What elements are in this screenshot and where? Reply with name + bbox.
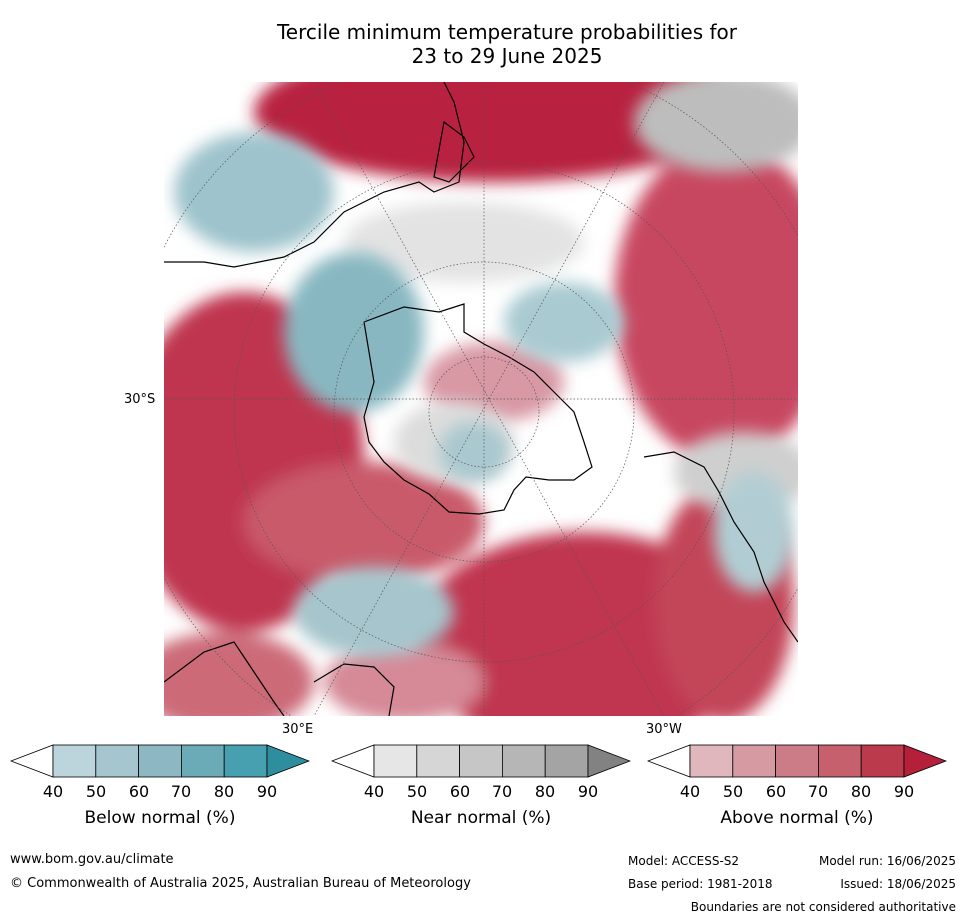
chart-title: Tercile minimum temperature probabilitie… (0, 20, 965, 68)
above-normal-colorbar-svg (646, 744, 948, 778)
colorbar-extend-min (9, 744, 54, 778)
near-normal-tick-labels: 40 50 60 70 80 90 (331, 782, 631, 802)
near-normal-tick-90: 90 (577, 782, 599, 801)
above-normal-tick-60: 60 (765, 782, 787, 801)
map-canvas (164, 82, 798, 716)
near-normal-tick-70: 70 (491, 782, 513, 801)
issued-date: Issued: 18/06/2025 (840, 877, 956, 891)
model-name: Model: ACCESS-S2 (628, 854, 740, 868)
below-normal-fields (174, 132, 794, 657)
colorbar-segment-1 (373, 744, 418, 778)
colorbar-segment-2 (732, 744, 777, 778)
below-normal-colorbar (9, 744, 311, 782)
graticule (164, 82, 798, 716)
near-normal-tick-50: 50 (406, 782, 428, 801)
coastlines (164, 82, 798, 716)
colorbar-extend-min (330, 744, 375, 778)
title-line-1: Tercile minimum temperature probabilitie… (276, 20, 738, 44)
title-line-2: 23 to 29 June 2025 (411, 44, 603, 68)
near-normal-colorbar-svg (330, 744, 632, 778)
colorbar-segment-3 (138, 744, 182, 778)
near-normal-tick-60: 60 (449, 782, 471, 801)
madagascar-coastline (313, 663, 395, 716)
colorbar-extend-min (646, 744, 691, 778)
model-run-date: Model run: 16/06/2025 (818, 854, 956, 868)
colorbar-segment-5 (860, 744, 905, 778)
near-normal-tick-80: 80 (534, 782, 556, 801)
antarctica-coastline (363, 303, 593, 515)
near-normal-colorbar-segments (330, 744, 632, 778)
below-normal-tick-70: 70 (170, 782, 192, 801)
latitude-circle-75s (428, 356, 540, 468)
below-normal-tick-60: 60 (128, 782, 150, 801)
above-normal-tick-40: 40 (679, 782, 701, 801)
above-normal-label: Above normal (%) (720, 808, 874, 828)
above-normal-colorbar (646, 744, 948, 782)
below-normal-colorbar-svg (9, 744, 311, 778)
near-normal-tick-40: 40 (363, 782, 385, 801)
australia-coastline (164, 82, 465, 268)
above-normal-tick-70: 70 (807, 782, 829, 801)
meridian-30 (313, 82, 665, 716)
colorbar-extend-max (266, 744, 311, 778)
colorbar-segment-2 (416, 744, 461, 778)
colorbar-extend-max (587, 744, 632, 778)
latitude-circle-45s (233, 161, 735, 663)
lon-label-30e: 30°E (282, 722, 314, 737)
probability-map (164, 82, 798, 716)
above-normal-tick-50: 50 (722, 782, 744, 801)
colorbar-segment-1 (689, 744, 734, 778)
colorbar-extend-max (903, 744, 948, 778)
colorbar-segment-2 (95, 744, 140, 778)
lat-label-30s: 30°S (124, 392, 156, 407)
near-normal-colorbar (330, 744, 632, 782)
below-normal-tick-40: 40 (42, 782, 64, 801)
south-america-coastline (643, 451, 798, 643)
above-normal-tick-80: 80 (850, 782, 872, 801)
colorbar-segment-3 (775, 744, 819, 778)
africa-coastline (164, 641, 285, 716)
colorbar-segment-1 (52, 744, 97, 778)
above-normal-colorbar-segments (646, 744, 948, 778)
near-normal-label: Near normal (%) (410, 808, 552, 828)
below-normal-tick-80: 80 (213, 782, 235, 801)
below-normal-tick-90: 90 (256, 782, 278, 801)
colorbar-segment-4 (817, 744, 862, 778)
boundaries-disclaimer: Boundaries are not considered authoritat… (690, 900, 956, 914)
colorbar-segment-4 (180, 744, 225, 778)
meridian-150 (313, 82, 665, 716)
website-link[interactable]: www.bom.gov.au/climate (10, 852, 174, 867)
colorbar-segment-5 (223, 744, 268, 778)
above-normal-tick-labels: 40 50 60 70 80 90 (647, 782, 947, 802)
base-period: Base period: 1981-2018 (628, 877, 773, 891)
below-normal-colorbar-segments (9, 744, 311, 778)
below-normal-tick-labels: 40 50 60 70 80 90 (10, 782, 310, 802)
above-normal-tick-90: 90 (893, 782, 915, 801)
lon-label-30w: 30°W (646, 722, 682, 737)
colorbar-segment-3 (459, 744, 503, 778)
colorbar-segment-4 (501, 744, 546, 778)
below-normal-label: Below normal (%) (84, 808, 236, 828)
copyright-notice: © Commonwealth of Australia 2025, Austra… (10, 876, 471, 891)
below-normal-tick-50: 50 (85, 782, 107, 801)
colorbar-segment-5 (544, 744, 589, 778)
new-zealand-coastline (433, 120, 475, 183)
